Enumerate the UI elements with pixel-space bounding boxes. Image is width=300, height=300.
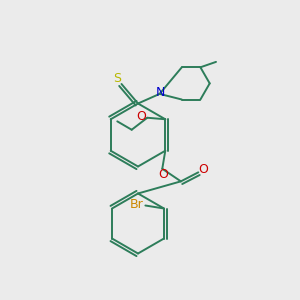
Text: O: O [136,110,146,123]
Text: O: O [158,168,168,181]
Text: S: S [113,72,121,85]
Text: O: O [199,164,208,176]
Text: Br: Br [130,197,144,211]
Text: N: N [155,86,165,99]
